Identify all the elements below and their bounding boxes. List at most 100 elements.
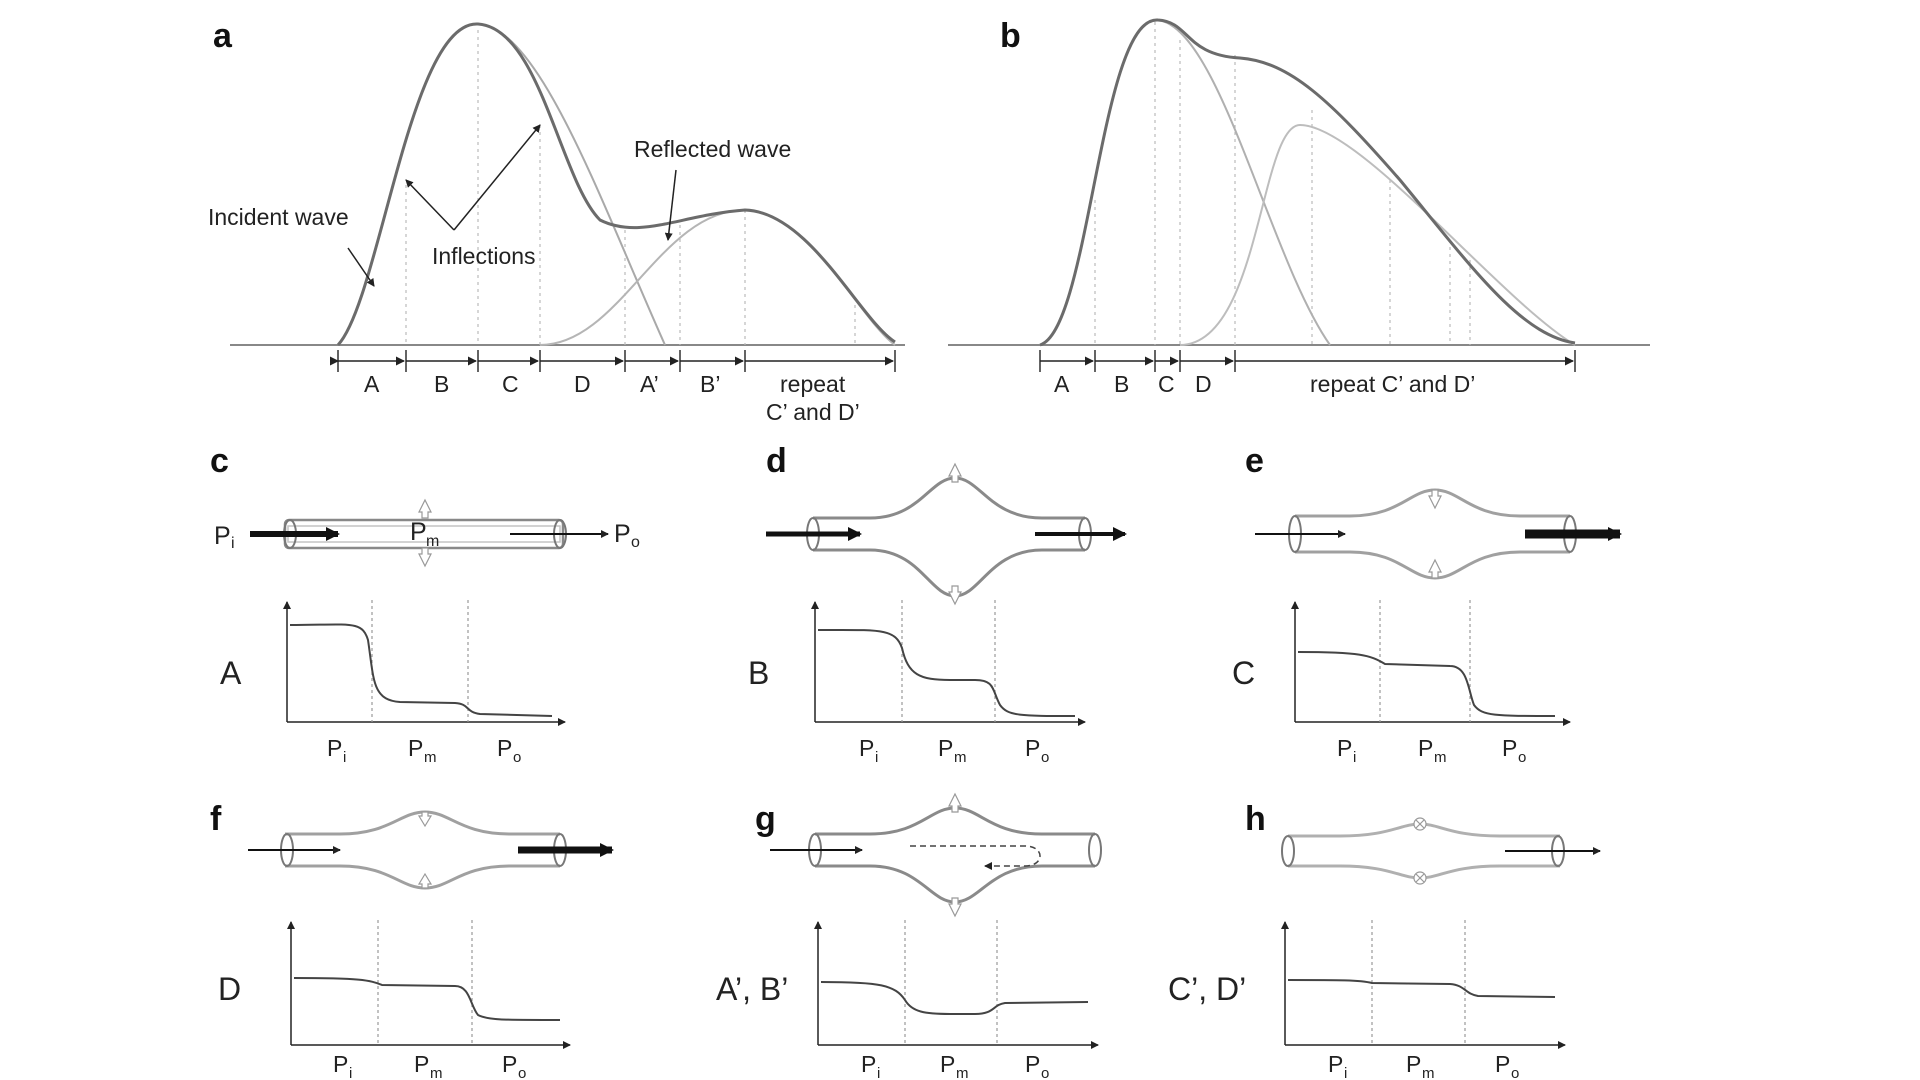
incident-wave-label: Incident wave	[208, 204, 349, 230]
svg-text:o: o	[1041, 749, 1049, 766]
outlet-label-c: P	[614, 520, 631, 548]
no-flow-marker-top-h	[1413, 817, 1427, 831]
svg-text:i: i	[231, 535, 235, 552]
expand-arrow-down-c	[418, 547, 432, 568]
panel-letter-c: c	[210, 442, 229, 480]
pressure-curve-A	[289, 623, 553, 717]
svg-text:m: m	[1422, 1065, 1435, 1080]
svg-text:o: o	[1041, 1065, 1049, 1080]
pressure-curve-C	[1297, 651, 1556, 717]
svg-text:P: P	[1337, 735, 1352, 761]
panel-b: b A B C D repeat C’ and D’	[948, 17, 1650, 397]
svg-text:i: i	[343, 749, 346, 766]
summed-wave-a	[336, 22, 896, 347]
contract-arrow-bottom-f	[417, 872, 433, 889]
svg-text:m: m	[956, 1065, 969, 1080]
panel-letter-f: f	[210, 800, 222, 838]
segment-A: A	[364, 371, 380, 397]
svg-text:P: P	[333, 1051, 348, 1077]
pressure-curve-D	[293, 977, 561, 1021]
svg-text:P: P	[1025, 1051, 1040, 1077]
svg-text:P: P	[861, 1051, 876, 1077]
pressure-curve-A-B-prime	[820, 981, 1089, 1015]
svg-text:m: m	[430, 1065, 443, 1080]
svg-text:P: P	[1502, 735, 1517, 761]
segment-bar-a	[330, 350, 896, 372]
segment-b-C: C	[1158, 371, 1175, 397]
guides-a	[405, 30, 856, 345]
no-flow-marker-bottom-h	[1413, 871, 1427, 885]
segment-bar-b	[1039, 350, 1576, 372]
phase-label-B: B	[748, 655, 769, 691]
svg-text:i: i	[875, 749, 878, 766]
phase-label-A: A	[220, 655, 242, 691]
panel-a: a Incident wave Inflections Reflected wa…	[208, 17, 905, 425]
svg-text:m: m	[426, 533, 439, 550]
svg-text:P: P	[408, 735, 423, 761]
svg-text:P: P	[1328, 1051, 1343, 1077]
phase-label-A-B-prime: A’, B’	[716, 971, 788, 1007]
incident-component-b	[1039, 18, 1331, 346]
expand-arrow-up-g	[948, 792, 962, 813]
svg-text:P: P	[1495, 1051, 1510, 1077]
phase-label-D: D	[218, 971, 241, 1007]
svg-text:o: o	[513, 749, 521, 766]
mid-label-c: P	[410, 518, 427, 546]
reflected-flow-arrow-g	[910, 845, 1041, 870]
svg-text:m: m	[1434, 749, 1447, 766]
svg-text:i: i	[877, 1065, 880, 1080]
svg-text:o: o	[518, 1065, 526, 1080]
svg-text:o: o	[1518, 749, 1526, 766]
expand-arrow-down-g	[948, 897, 962, 918]
incident-component-a	[337, 22, 666, 346]
svg-text:m: m	[954, 749, 967, 766]
svg-text:P: P	[940, 1051, 955, 1077]
expand-arrow-down-d	[948, 585, 962, 606]
panel-letter-g: g	[755, 800, 776, 838]
summed-wave-b	[1039, 18, 1576, 347]
expand-arrow-up-d	[948, 462, 962, 483]
reflected-component-a	[539, 208, 896, 346]
inlet-label-c: P	[214, 522, 231, 550]
svg-text:o: o	[631, 534, 640, 551]
segment-D: D	[574, 371, 591, 397]
svg-text:P: P	[859, 735, 874, 761]
expand-arrow-up-c	[418, 498, 432, 519]
segment-b-D: D	[1195, 371, 1212, 397]
segment-b-B: B	[1114, 371, 1129, 397]
panel-letter-e: e	[1245, 442, 1264, 480]
inflections-label: Inflections	[432, 243, 536, 269]
pressure-curve-B	[817, 628, 1076, 717]
segment-b-A: A	[1054, 371, 1070, 397]
svg-text:i: i	[349, 1065, 352, 1080]
svg-text:P: P	[1418, 735, 1433, 761]
svg-text:P: P	[1406, 1051, 1421, 1077]
panel-letter-b: b	[1000, 17, 1021, 55]
segment-C: C	[502, 371, 519, 397]
contract-arrow-top-e	[1428, 489, 1442, 510]
pressure-curve-C-D-prime	[1287, 979, 1556, 998]
phase-label-C: C	[1232, 655, 1255, 691]
panel-letter-d: d	[766, 442, 787, 480]
svg-text:P: P	[497, 735, 512, 761]
svg-text:m: m	[424, 749, 437, 766]
svg-text:P: P	[938, 735, 953, 761]
svg-text:P: P	[1025, 735, 1040, 761]
segment-B: B	[434, 371, 449, 397]
svg-text:i: i	[1353, 749, 1356, 766]
reflected-component-b	[1179, 123, 1576, 346]
reflected-wave-label: Reflected wave	[634, 136, 791, 162]
segment-A-prime: A’	[640, 371, 659, 397]
